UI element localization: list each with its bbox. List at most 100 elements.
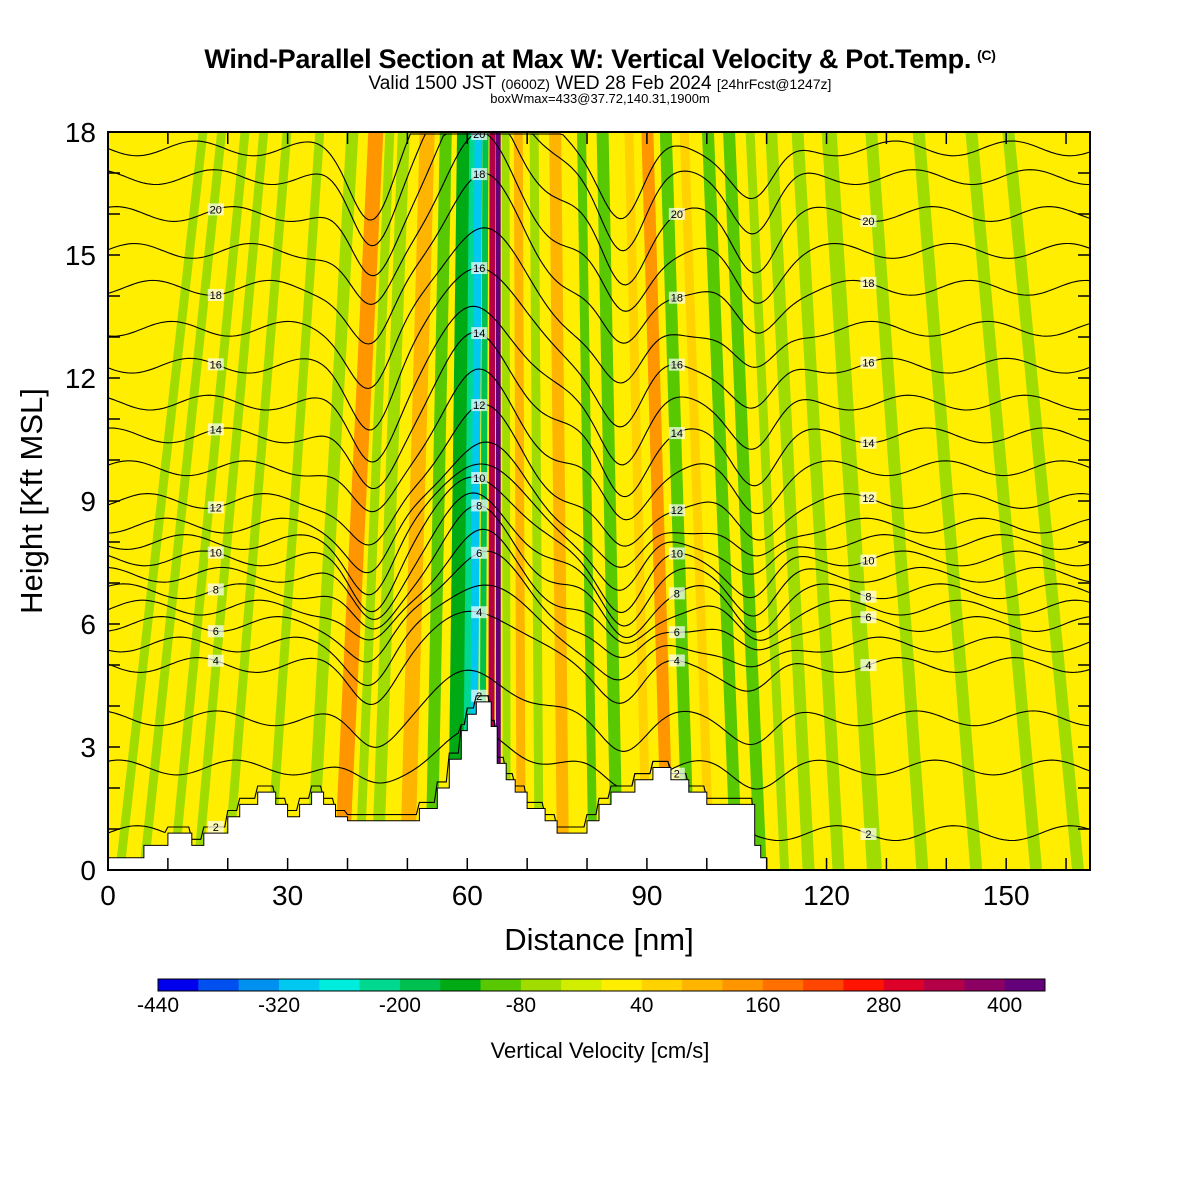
colorbar-tick-label-0: -440: [137, 994, 179, 1017]
theta-label-bg-7-1: [471, 499, 488, 512]
w-band-13: [462, 132, 477, 870]
theta-label-bg-16-0: [207, 358, 224, 371]
theta-label-7-1: 8: [476, 500, 482, 512]
theta-label-bg-0-0: [207, 820, 224, 833]
theta-label-5-0: 6: [213, 626, 219, 638]
theta-label-bg-5-2: [668, 626, 685, 639]
colorbar-tick-label-2: -200: [379, 994, 421, 1017]
theta-label-bg-20-0: [207, 203, 224, 216]
w-band-10: [399, 132, 435, 870]
theta-label-5-1: 6: [476, 548, 482, 560]
theta-label-14-2: 14: [671, 428, 683, 440]
theta-label-bg-5-0: [207, 625, 224, 638]
chart-subtitle: Valid 1500 JST (0600Z) WED 28 Feb 2024 […: [0, 74, 1200, 94]
theta-label-14-0: 14: [210, 424, 222, 436]
colorbar-swatch-8: [480, 979, 522, 991]
theta-contour-14: [108, 331, 1090, 498]
theta-label-bg-3-0: [207, 654, 224, 667]
w-band-23: [596, 132, 623, 870]
colorbar-tick-label-4: 40: [630, 994, 653, 1017]
theta-contour-0: [108, 695, 1090, 842]
theta-label-bg-20-1: [471, 132, 488, 141]
theta-label-bg-9-3: [860, 554, 877, 567]
theta-label-0-1: 2: [476, 691, 482, 703]
x-tick-label-0: 0: [100, 880, 116, 911]
y-tick-label-9: 9: [80, 486, 96, 517]
colorbar-swatch-4: [319, 979, 361, 991]
theta-contour-8: [108, 492, 1090, 627]
theta-label-16-0: 16: [210, 359, 222, 371]
theta-label-20-3: 20: [862, 216, 874, 228]
y-axis-label: Height [Kft MSL]: [14, 388, 49, 614]
theta-contour-3: [108, 610, 1090, 706]
colorbar-tick-label-1: -320: [258, 994, 300, 1017]
theta-contour-4: [108, 584, 1090, 687]
w-band-27: [679, 132, 715, 870]
theta-label-3-2: 4: [674, 655, 680, 667]
colorbar-swatch-2: [238, 979, 280, 991]
theta-label-bg-16-1: [471, 262, 488, 275]
w-band-12: [447, 132, 472, 870]
theta-label-bg-12-2: [668, 504, 685, 517]
colorbar-swatch-6: [399, 979, 441, 991]
theta-label-bg-18-1: [471, 168, 488, 181]
w-band-36: [965, 132, 1043, 870]
colorbar: -440 -320 -200 -80 40 160 280 400: [137, 978, 1046, 1017]
theta-contour-21: [108, 133, 1090, 252]
vertical-velocity-field: [108, 132, 1090, 870]
theta-label-bg-7-0: [207, 583, 224, 596]
theta-label-bg-5-3: [860, 611, 877, 624]
w-band-31: [765, 132, 815, 870]
theta-label-20-2: 20: [671, 209, 683, 221]
colorbar-swatch-10: [561, 979, 602, 991]
theta-contour-7: [108, 504, 1090, 639]
colorbar-swatch-21: [1004, 979, 1046, 991]
theta-label-12-3: 12: [862, 493, 874, 505]
theta-label-18-0: 18: [210, 290, 222, 302]
theta-label-bg-3-3: [860, 659, 877, 672]
w-band-21: [549, 132, 570, 870]
colorbar-swatch-1: [198, 979, 240, 991]
theta-label-5-2: 6: [674, 627, 680, 639]
theta-label-bg-7-3: [860, 590, 877, 603]
theta-label-bg-20-3: [860, 215, 877, 228]
theta-contour-9: [108, 476, 1090, 613]
theta-label-bg-18-2: [668, 291, 685, 304]
colorbar-frame: [157, 978, 1046, 992]
w-band-18: [501, 132, 511, 870]
terrain-mask: [108, 701, 768, 870]
y-tick-label-6: 6: [80, 609, 96, 640]
theta-label-bg-12-0: [207, 501, 224, 514]
colorbar-swatch-9: [520, 979, 562, 991]
theta-label-bg-14-2: [668, 427, 685, 440]
colorbar-swatch-11: [601, 979, 643, 991]
theta-contour-22: [108, 133, 1090, 221]
colorbar-swatch-3: [278, 979, 320, 991]
theta-label-bg-12-1: [471, 399, 488, 412]
theta-contour-13: [108, 368, 1090, 521]
terrain-polygon: [108, 701, 768, 870]
theta-label-5-3: 6: [865, 612, 871, 624]
w-band-20: [529, 132, 544, 870]
theta-label-3-3: 4: [865, 660, 871, 672]
theta-label-bg-3-1: [471, 606, 488, 619]
theta-label-9-2: 10: [671, 548, 683, 560]
theta-label-7-0: 8: [213, 584, 219, 596]
theta-contour-11: [108, 441, 1090, 574]
theta-label-12-1: 12: [473, 400, 485, 412]
theta-label-18-2: 18: [671, 293, 683, 305]
colorbar-tick-label-6: 280: [866, 994, 901, 1017]
theta-label-bg-14-3: [860, 436, 877, 449]
theta-label-12-2: 12: [671, 505, 683, 517]
w-band-19: [513, 132, 526, 870]
theta-label-16-2: 16: [671, 360, 683, 372]
theta-label-9-0: 10: [210, 548, 222, 560]
theta-contour-5: [108, 550, 1090, 663]
theta-label-7-3: 8: [865, 592, 871, 604]
box-wmax-info: boxWmax=433@37.72,140.31,1900m: [490, 91, 710, 106]
theta-label-7-2: 8: [674, 588, 680, 600]
theta-label-bg-14-1: [471, 327, 488, 340]
x-tick-label-30: 30: [272, 880, 303, 911]
theta-label-bg-9-0: [207, 546, 224, 559]
